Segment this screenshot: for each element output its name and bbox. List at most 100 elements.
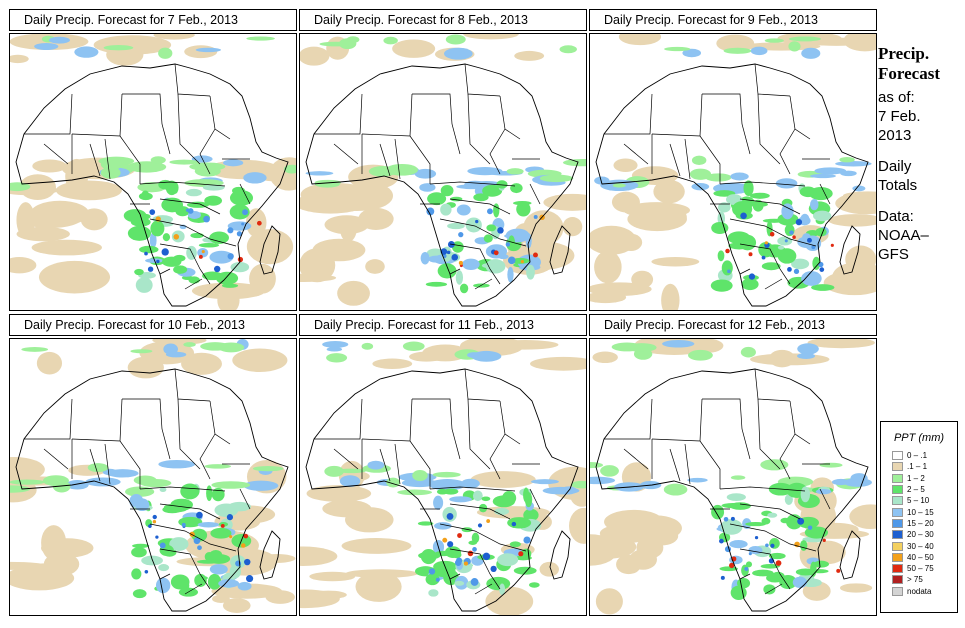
side-title-line: Precip.: [878, 44, 930, 63]
rain-area: [719, 566, 738, 572]
rain-area: [691, 155, 707, 166]
country-border: [449, 198, 511, 215]
heavy-rain-cell: [770, 543, 775, 548]
light-rain-area: [345, 507, 394, 533]
light-rain-area: [300, 192, 367, 214]
country-border: [199, 128, 216, 175]
legend-item: 40 – 50: [881, 552, 957, 563]
legend-swatch: [892, 473, 903, 483]
rain-area: [459, 283, 469, 294]
country-border: [449, 268, 461, 275]
rain-area: [243, 480, 279, 491]
country-border: [764, 583, 783, 595]
light-rain-area: [246, 229, 294, 265]
rain-area: [338, 38, 357, 50]
extreme-rain-cell: [467, 550, 474, 557]
rain-area: [158, 459, 196, 469]
rain-area: [507, 517, 532, 529]
rain-area: [34, 42, 59, 50]
rain-area: [447, 222, 465, 230]
rain-area: [819, 462, 843, 468]
light-rain-area: [491, 339, 559, 350]
rain-area: [183, 342, 196, 347]
country-border: [757, 93, 781, 165]
light-rain-area: [828, 214, 876, 227]
rain-area: [788, 41, 801, 52]
rain-area: [414, 168, 437, 179]
light-rain-area: [18, 208, 82, 229]
extreme-rain-cell: [201, 250, 205, 254]
legend-swatch: [892, 541, 903, 551]
light-rain-area: [817, 489, 837, 513]
rain-area: [402, 341, 425, 352]
map-panel: Daily Precip. Forecast for 7 Feb., 2013: [9, 9, 301, 315]
light-rain-area: [41, 525, 67, 561]
country-border: [139, 181, 226, 187]
legend-label: 5 – 10: [907, 496, 930, 506]
light-rain-area: [636, 536, 664, 559]
rain-area: [100, 158, 123, 171]
map-canvas: [590, 34, 876, 310]
country-border: [24, 398, 73, 440]
heavy-rain-cell: [811, 245, 816, 250]
data-source-line: Data:: [878, 208, 914, 225]
legend-item: 50 – 75: [881, 563, 957, 574]
rain-area: [682, 48, 702, 58]
rain-area: [510, 183, 523, 194]
country-border: [379, 143, 391, 177]
legend-item: 0 – .1: [881, 450, 957, 461]
legend-swatch: [892, 552, 903, 562]
rain-area: [721, 260, 733, 276]
rain-area: [494, 507, 510, 516]
panel-title: Daily Precip. Forecast for 8 Feb., 2013: [299, 9, 587, 31]
rain-area: [425, 281, 448, 287]
country-border: [729, 523, 817, 552]
rain-area: [497, 553, 519, 567]
rain-area: [780, 517, 790, 524]
africa-outline: [595, 368, 869, 612]
panel-title: Daily Precip. Forecast for 7 Feb., 2013: [9, 9, 297, 31]
country-border: [184, 278, 203, 290]
data-source-line: GFS: [878, 246, 909, 263]
extreme-rain-cell: [748, 252, 753, 257]
light-rain-area: [309, 571, 356, 582]
rain-area: [223, 159, 244, 167]
legend-label: nodata: [907, 586, 932, 596]
rain-area: [103, 45, 134, 51]
heavy-rain-cell: [754, 536, 759, 540]
heavy-rain-cell: [226, 514, 234, 521]
rain-area: [135, 277, 153, 293]
country-border: [474, 583, 493, 595]
rain-area: [792, 576, 808, 589]
rain-area: [711, 222, 729, 234]
rain-area: [496, 180, 508, 189]
light-rain-area: [300, 546, 338, 566]
light-rain-area: [249, 263, 276, 294]
rain-area: [728, 242, 750, 250]
map-canvas: [590, 339, 876, 615]
rain-area: [486, 576, 511, 591]
country-border: [739, 268, 751, 275]
rain-area: [779, 574, 797, 589]
country-border: [439, 523, 527, 552]
rain-area: [752, 569, 774, 577]
heavy-rain-cell: [505, 242, 511, 247]
rain-area: [336, 468, 367, 474]
country-border: [361, 93, 413, 137]
extreme-rain-cell: [198, 254, 203, 259]
rain-area: [777, 245, 785, 250]
country-border: [412, 93, 461, 155]
heavy-rain-cell: [789, 230, 794, 235]
totals-line: Daily: [878, 158, 912, 175]
light-rain-area: [337, 280, 370, 306]
extreme-rain-cell: [243, 533, 249, 539]
heavy-rain-cell: [482, 552, 491, 561]
rain-area: [590, 476, 616, 485]
rain-area: [528, 582, 540, 588]
legend-item: 10 – 15: [881, 506, 957, 517]
rain-area: [243, 172, 267, 184]
rain-area: [221, 283, 239, 288]
country-border: [623, 448, 649, 470]
country-border: [333, 143, 359, 165]
